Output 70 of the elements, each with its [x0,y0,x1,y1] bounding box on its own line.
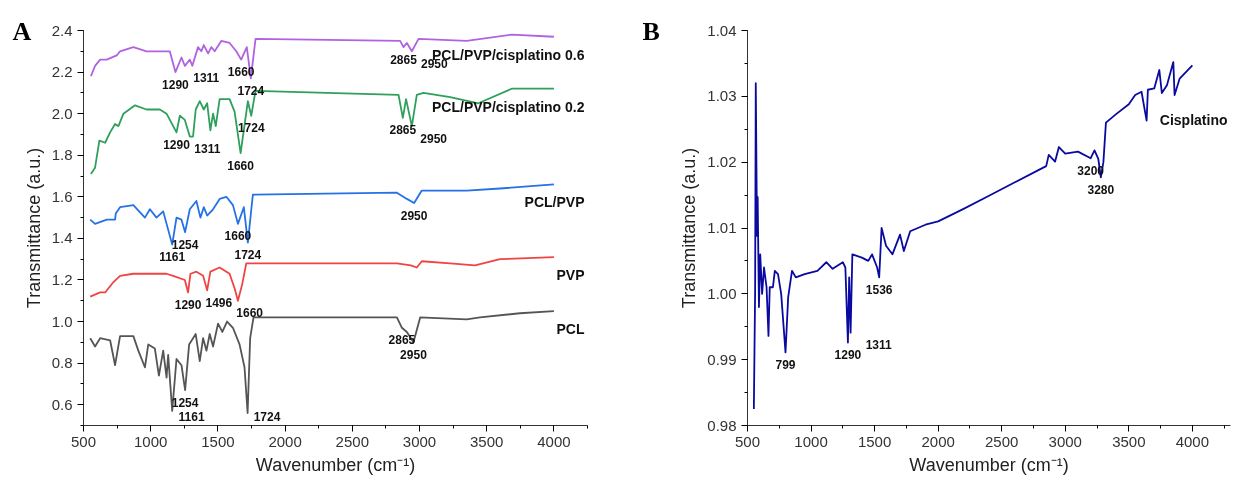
x-tick-label: 4000 [1175,432,1210,450]
x-tick-label: 500 [70,432,97,450]
line-series [89,310,555,414]
annotation: 1660 [236,306,264,321]
x-tick-label: 1000 [794,432,828,450]
y-tick-label: 1.04 [707,21,737,39]
x-tick-label: 3000 [402,432,437,450]
x-tick-label: 3000 [1048,432,1082,450]
chart-title: A [12,16,32,46]
y-tick-label: 2.0 [51,104,73,122]
annotation: 1496 [205,295,233,310]
y-tick-label: 0.99 [707,350,737,368]
x-tick-label: 2000 [921,432,955,450]
x-tick-label: 3500 [470,432,504,450]
y-tick-label: 0.6 [51,395,73,413]
y-tick-label: 1.03 [707,87,737,105]
x-tick-label: 2500 [335,432,369,450]
annotation: 2950 [400,208,428,223]
y-axis-title: Transmittance (a.u.) [679,147,700,309]
series-label: PVP [556,267,585,284]
annotation: 1290 [163,137,191,152]
y-tick-label: 1.02 [707,153,737,171]
annotation: 1254 [171,237,199,252]
annotation: 1311 [193,71,220,86]
y-tick-label: 1.2 [51,270,73,288]
y-axis-title: Transmittance (a.u.) [23,147,44,309]
annotation: 799 [775,357,796,372]
series-label: PCL [556,321,585,338]
annotation: 1660 [227,158,255,173]
y-tick-label: 0.8 [51,354,73,372]
annotation: 1724 [237,83,265,98]
chart-title: B [642,16,660,46]
annotation: 2865 [389,123,417,138]
y-tick-label: 1.8 [51,146,73,164]
annotation: 1536 [865,282,893,297]
x-tick-label: 500 [734,432,761,450]
annotation: 1724 [234,248,262,263]
x-tick-label: 2000 [268,432,302,450]
annotation: 1311 [194,142,221,157]
x-tick-label: 2500 [985,432,1019,450]
series-label: PCL/PVP [524,194,585,211]
y-tick-label: 1.4 [51,229,73,247]
annotation: 1290 [174,297,202,312]
x-axis-title: Wavenumber (cm⁻¹) [909,454,1069,475]
annotation: 1311 [865,338,893,353]
annotation: 1290 [834,348,862,363]
x-tick-label: 3500 [1112,432,1146,450]
annotation: 3280 [1087,182,1115,197]
x-tick-label: 1500 [857,432,892,450]
annotation: 2950 [400,347,428,362]
y-tick-label: 1.01 [707,219,737,236]
y-tick-label: 0.98 [707,416,737,434]
series-label: Cisplatino [1159,112,1228,129]
annotation: 1161 [159,250,186,265]
x-axis-title: Wavenumber (cm⁻¹) [255,454,416,475]
annotation: 1724 [253,410,281,425]
y-tick-label: 2.2 [51,63,73,81]
y-tick-label: 1.0 [51,312,73,330]
x-tick-label: 4000 [537,432,571,450]
series-label: PCL/PVP/cisplatino 0.2 [432,98,585,115]
annotation: 2950 [420,131,448,146]
y-tick-label: 2.4 [51,21,73,39]
annotation: 2865 [388,333,416,348]
x-tick-label: 1500 [201,432,235,450]
annotation: 1290 [162,77,190,92]
annotation: 1161 [178,410,205,425]
annotation: 2865 [390,52,418,67]
y-tick-label: 1.6 [51,187,73,205]
x-tick-label: 1000 [134,432,168,450]
y-tick-label: 1.00 [707,284,737,302]
